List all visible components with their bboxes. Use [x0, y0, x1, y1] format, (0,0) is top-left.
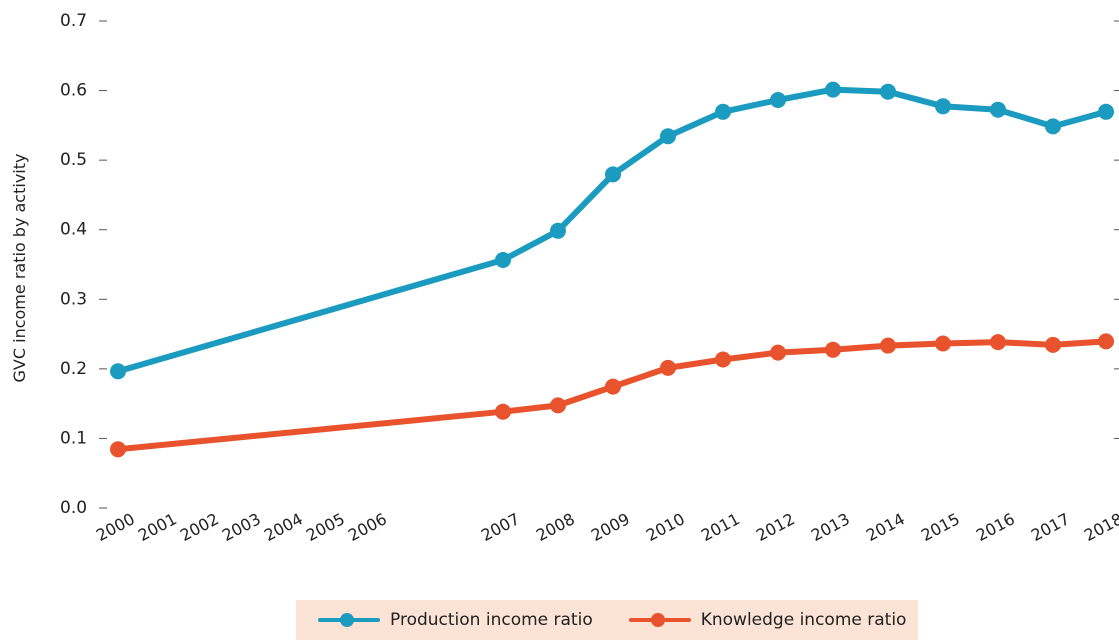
x-tick-label: 2015: [918, 509, 963, 545]
line-chart: 0.00.10.20.30.40.50.60.7 200020012002200…: [10, 11, 1119, 545]
series-line-production: [115, 86, 1109, 375]
x-tick-label: 2009: [588, 509, 633, 545]
y-tick-label: 0.4: [60, 220, 87, 240]
data-point-knowledge-2013: [825, 341, 841, 358]
x-tick-label: 2013: [808, 509, 853, 545]
data-point-production-2017: [1045, 118, 1061, 135]
legend: Production income ratio Knowledge income…: [296, 600, 918, 640]
x-tick-label: 2018: [1081, 509, 1119, 545]
data-point-production-2010: [660, 128, 676, 145]
x-tick-label: 2003: [219, 509, 264, 545]
y-tick-label: 0.2: [60, 359, 87, 379]
y-tick-label: 0.1: [60, 428, 87, 448]
data-point-production-2015: [935, 98, 951, 115]
data-point-production-2012: [770, 92, 786, 108]
data-point-production-2013: [825, 81, 841, 98]
data-point-knowledge-2009: [605, 378, 621, 395]
x-tick-label: 2014: [863, 509, 908, 545]
x-tick-label: 2010: [643, 509, 688, 545]
data-point-knowledge-2010: [660, 359, 676, 376]
legend-item-knowledge: Knowledge income ratio: [628, 610, 907, 630]
data-point-production-2011: [715, 103, 731, 120]
series-layer: [110, 81, 1114, 458]
x-tick-label: 2016: [973, 509, 1018, 545]
legend-dot-knowledge: [650, 613, 665, 627]
x-tick-label: 2007: [478, 509, 523, 545]
y-axis-label: GVC income ratio by activity: [10, 154, 29, 383]
y-axis: 0.0 0.1 0.2 0.3 0.4 0.5 0.6 0.7: [60, 11, 1119, 518]
x-tick-label: 2000: [93, 509, 138, 545]
data-point-production-2007: [495, 252, 511, 268]
legend-item-production: Production income ratio: [296, 610, 593, 630]
legend-label-production: Production income ratio: [390, 610, 593, 630]
y-tick-label: 0.0: [60, 498, 87, 518]
x-tick-label: 2004: [261, 509, 306, 545]
data-point-production-2008: [550, 222, 566, 239]
data-point-production-2014: [880, 83, 896, 100]
data-point-production-2009: [605, 166, 621, 183]
y-tick-label: 0.3: [60, 289, 87, 309]
data-point-knowledge-2000: [110, 441, 126, 458]
data-point-knowledge-2007: [495, 403, 511, 420]
x-tick-label: 2017: [1028, 509, 1073, 545]
x-tick-label: 2002: [177, 509, 222, 545]
series-line-knowledge: [115, 338, 1109, 453]
data-point-knowledge-2015: [935, 335, 951, 352]
x-tick-label: 2001: [135, 509, 180, 545]
x-tick-label: 2011: [698, 509, 743, 545]
data-point-knowledge-2016: [990, 334, 1006, 351]
data-point-knowledge-2017: [1045, 336, 1061, 353]
legend-swatch-production: [318, 613, 380, 627]
data-point-production-2000: [110, 363, 126, 380]
data-point-production-2018: [1098, 103, 1114, 120]
y-tick-label: 0.5: [60, 150, 87, 170]
x-tick-label: 2008: [533, 509, 578, 545]
y-tick-label: 0.6: [60, 81, 87, 101]
data-point-knowledge-2014: [880, 337, 896, 354]
x-tick-label: 2012: [753, 509, 798, 545]
legend-swatch-knowledge: [628, 613, 691, 627]
legend-label-knowledge: Knowledge income ratio: [700, 610, 907, 630]
data-point-production-2016: [990, 101, 1006, 118]
y-tick-label: 0.7: [60, 11, 87, 31]
x-tick-label: 2005: [303, 509, 348, 545]
data-point-knowledge-2008: [550, 397, 566, 414]
x-tick-label: 2006: [345, 509, 390, 545]
data-point-knowledge-2011: [715, 351, 731, 368]
data-point-knowledge-2012: [770, 344, 786, 361]
data-point-knowledge-2018: [1098, 333, 1114, 350]
legend-dot-production: [340, 613, 354, 627]
